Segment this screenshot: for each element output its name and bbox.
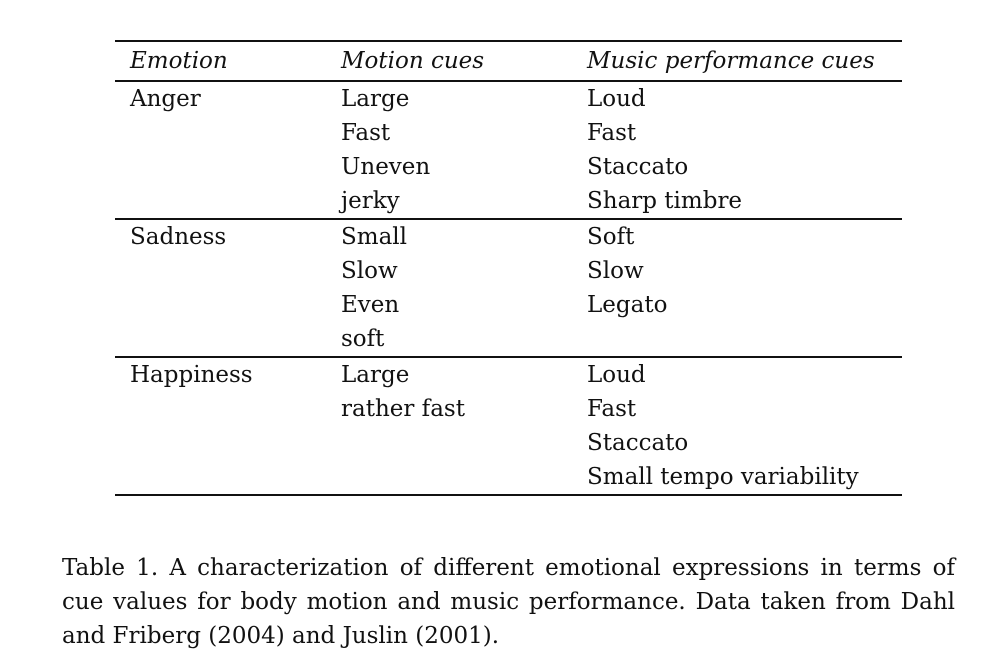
motion-cue-cell (341, 426, 587, 460)
emotion-cell: Anger (130, 86, 201, 112)
music-cue-cell: Slow (587, 258, 644, 284)
table-row: jerky Sharp timbre (115, 184, 902, 219)
emotion-cell-empty (115, 426, 341, 460)
table-row: Staccato (115, 426, 902, 460)
motion-cue-cell: Fast (341, 120, 391, 146)
emotion-cell-empty (115, 460, 341, 495)
music-cue-cell: Sharp timbre (587, 188, 743, 214)
emotion-cell-empty (115, 322, 341, 357)
table-row: Slow Slow (115, 254, 902, 288)
music-cue-cell: Loud (587, 362, 646, 388)
motion-cue-cell: Slow (341, 258, 398, 284)
group-sadness: Sadness Small Soft Slow Slow Even Legato… (115, 219, 902, 357)
motion-cue-cell: rather fast (341, 396, 465, 422)
emotion-cell-empty (115, 184, 341, 219)
emotion-cell-empty (115, 150, 341, 184)
table-row: Uneven Staccato (115, 150, 902, 184)
emotion-cell-empty (115, 116, 341, 150)
music-cue-cell: Staccato (587, 154, 689, 180)
emotion-cue-table: Emotion Motion cues Music performance cu… (115, 40, 902, 496)
music-cue-cell: Fast (587, 396, 637, 422)
emotion-cell-empty (115, 392, 341, 426)
table-row: Happiness Large Loud (115, 357, 902, 392)
emotion-cell: Happiness (130, 362, 253, 388)
table-row: Fast Fast (115, 116, 902, 150)
music-cue-cell: Staccato (587, 430, 689, 456)
emotion-cell: Sadness (130, 224, 227, 250)
motion-cue-cell: jerky (341, 188, 400, 214)
motion-cue-cell: Even (341, 292, 400, 318)
motion-cue-cell: Small (341, 224, 407, 250)
header-emotion: Emotion (130, 48, 228, 74)
cue-table-container: Emotion Motion cues Music performance cu… (115, 40, 902, 496)
table-row: Sadness Small Soft (115, 219, 902, 254)
music-cue-cell: Fast (587, 120, 637, 146)
table-row: rather fast Fast (115, 392, 902, 426)
music-cue-cell (587, 322, 902, 357)
header-motion-cues: Motion cues (341, 48, 485, 74)
music-cue-cell: Soft (587, 224, 635, 250)
group-happiness: Happiness Large Loud rather fast Fast St… (115, 357, 902, 495)
motion-cue-cell: Large (341, 362, 410, 388)
emotion-cell-empty (115, 254, 341, 288)
music-cue-cell: Loud (587, 86, 646, 112)
music-cue-cell: Legato (587, 292, 668, 318)
header-music-performance-cues: Music performance cues (587, 48, 875, 74)
table-caption: Table 1. A characterization of different… (62, 555, 955, 649)
motion-cue-cell (341, 460, 587, 495)
motion-cue-cell: Uneven (341, 154, 431, 180)
emotion-cell-empty (115, 288, 341, 322)
table-header-row: Emotion Motion cues Music performance cu… (115, 41, 902, 81)
table-row: soft (115, 322, 902, 357)
table-row: Small tempo variability (115, 460, 902, 495)
motion-cue-cell: Large (341, 86, 410, 112)
motion-cue-cell: soft (341, 326, 385, 352)
table-row: Anger Large Loud (115, 81, 902, 116)
table-row: Even Legato (115, 288, 902, 322)
group-anger: Anger Large Loud Fast Fast Uneven Stacca… (115, 81, 902, 219)
music-cue-cell: Small tempo variability (587, 464, 859, 490)
